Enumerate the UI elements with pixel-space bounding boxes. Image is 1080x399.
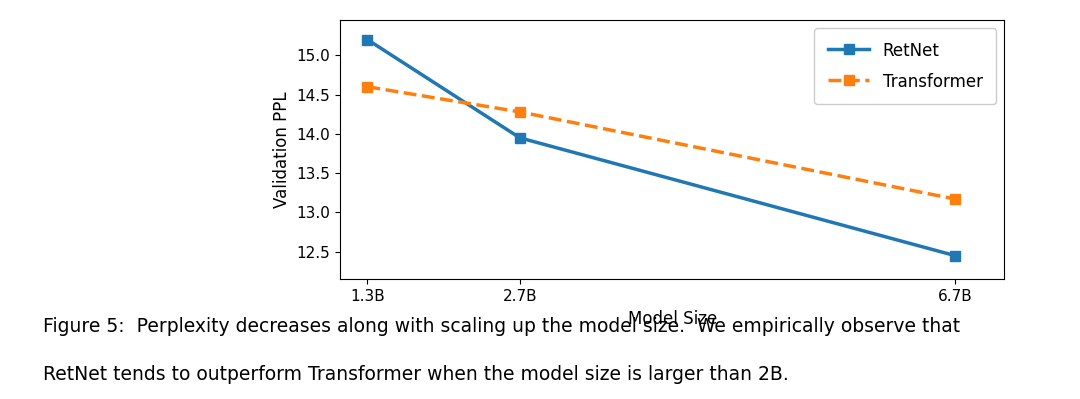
RetNet	[513, 135, 526, 140]
Text: RetNet tends to outperform Transformer when the model size is larger than 2B.: RetNet tends to outperform Transformer w…	[43, 365, 789, 384]
Transformer	[949, 197, 962, 201]
RetNet	[361, 37, 374, 42]
X-axis label: Model Size: Model Size	[627, 310, 717, 328]
RetNet	[949, 253, 962, 258]
Legend: RetNet, Transformer: RetNet, Transformer	[814, 28, 996, 104]
Transformer	[513, 109, 526, 114]
Transformer	[361, 84, 374, 89]
Y-axis label: Validation PPL: Validation PPL	[273, 91, 291, 208]
Text: Figure 5:  Perplexity decreases along with scaling up the model size.  We empiri: Figure 5: Perplexity decreases along wit…	[43, 317, 960, 336]
Line: Transformer: Transformer	[363, 82, 960, 204]
Line: RetNet: RetNet	[363, 35, 960, 261]
